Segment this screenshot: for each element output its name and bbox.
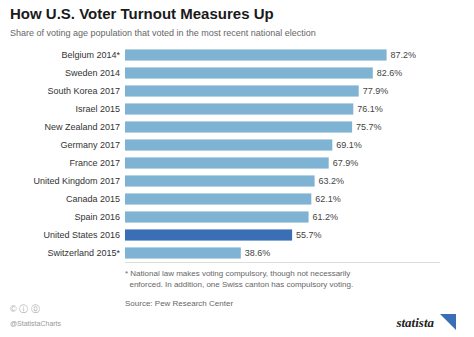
data-label: 61.2%: [313, 212, 339, 222]
data-label: 67.9%: [333, 158, 359, 168]
data-label: 62.1%: [315, 194, 341, 204]
brand-logo: [440, 314, 456, 330]
bar: [125, 247, 241, 258]
data-label: 76.1%: [357, 104, 383, 114]
background: [0, 0, 474, 337]
data-label: 75.7%: [356, 122, 382, 132]
bar: [125, 121, 352, 132]
category-label: Switzerland 2015*: [47, 248, 120, 258]
category-label: Germany 2017: [60, 140, 120, 150]
chart-root: How U.S. Voter Turnout Measures Up Share …: [0, 0, 474, 337]
footer: * National law makes voting compulsory, …: [10, 269, 456, 330]
bar: [125, 103, 353, 114]
data-label: 38.6%: [245, 248, 271, 258]
bars: [125, 49, 387, 258]
bar: [125, 211, 309, 222]
data-label: 82.6%: [377, 68, 403, 78]
category-label: France 2017: [69, 158, 120, 168]
source: Source: Pew Research Center: [125, 299, 233, 308]
category-label: New Zealand 2017: [44, 122, 120, 132]
data-label: 77.9%: [363, 86, 389, 96]
bar: [125, 85, 359, 96]
data-label: 87.2%: [391, 50, 417, 60]
data-label: 69.1%: [336, 140, 362, 150]
subtitle: Share of voting age population that vote…: [10, 28, 316, 38]
bar: [125, 139, 332, 150]
license-icons: © ⓘ ⓪: [10, 304, 40, 314]
category-label: Israel 2015: [75, 104, 120, 114]
footnote: enforced. In addition, one Swiss canton …: [125, 280, 353, 289]
bar: [125, 49, 387, 60]
bar: [125, 229, 292, 240]
labels: Belgium 2014* 87.2% Sweden 2014 82.6% South …: [33, 50, 416, 258]
brand: statista: [395, 315, 434, 330]
handle: @StatistaCharts: [10, 320, 62, 327]
category-label: South Korea 2017: [47, 86, 120, 96]
data-label: 63.2%: [319, 176, 345, 186]
bar: [125, 193, 311, 204]
bar: [125, 157, 329, 168]
category-label: Sweden 2014: [65, 68, 120, 78]
title: How U.S. Voter Turnout Measures Up: [10, 5, 274, 22]
x-axis-line: [125, 262, 440, 263]
category-label: Spain 2016: [74, 212, 120, 222]
category-label: Belgium 2014*: [61, 50, 120, 60]
data-label: 55.7%: [296, 230, 322, 240]
bar: [125, 67, 373, 78]
bar: [125, 175, 315, 186]
footnote: * National law makes voting compulsory, …: [125, 269, 350, 278]
category-label: United Kingdom 2017: [33, 176, 120, 186]
category-label: Canada 2015: [66, 194, 120, 204]
category-label: United States 2016: [43, 230, 120, 240]
